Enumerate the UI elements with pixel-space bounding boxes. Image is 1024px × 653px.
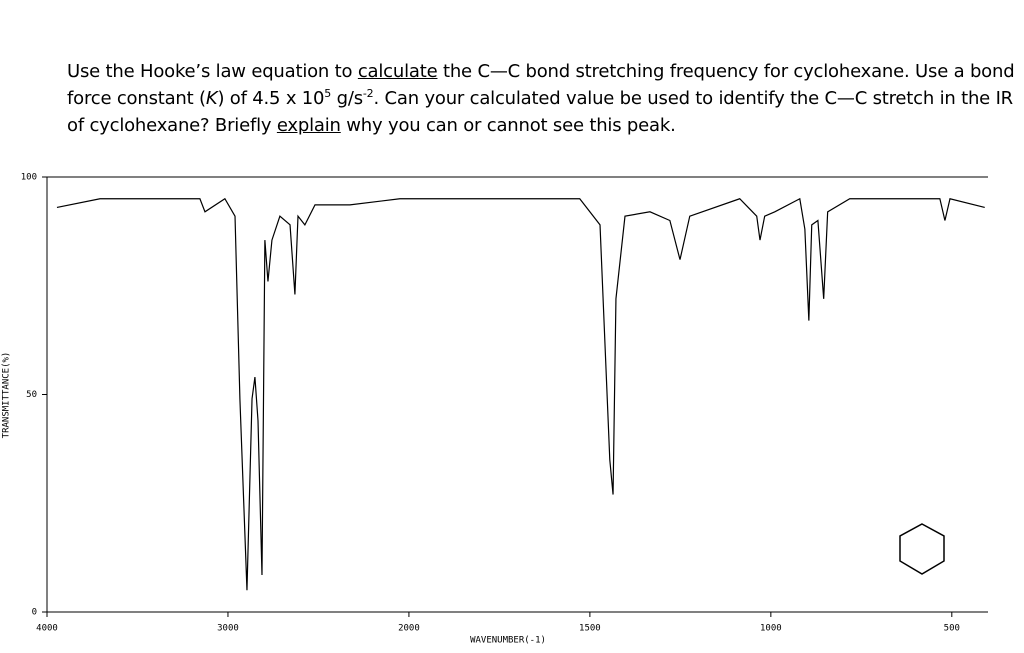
text: -2 (362, 87, 374, 100)
y-tick-label: 100 (21, 173, 37, 183)
x-axis-label: WAVENUMBER(-1) (470, 636, 546, 646)
text: explain (276, 115, 341, 136)
question-text: Use the Hooke’s law equation to calculat… (67, 58, 1017, 139)
x-tick-label: 1500 (579, 624, 601, 634)
x-tick-label: 3000 (217, 624, 239, 634)
text: 5 (324, 87, 332, 100)
text: K (205, 88, 218, 109)
text: ) of 4.5 x 10 (217, 88, 325, 109)
text: . Can your calculated value be used to i… (67, 88, 1013, 136)
cyclohexane-structure (899, 523, 945, 575)
y-tick-label: 50 (26, 390, 37, 400)
x-tick-label: 4000 (36, 624, 58, 634)
x-tick-label: 2000 (398, 624, 420, 634)
text: calculate (357, 61, 438, 82)
x-tick-label: 1000 (760, 624, 782, 634)
y-axis-label: TRANSMITTANCE(%) (2, 352, 12, 439)
spectrum-line (56, 197, 985, 591)
text: g/s (331, 88, 363, 109)
text: the C—C bond stretching frequency for cy… (67, 61, 1015, 109)
text: Use the Hooke’s law equation to (67, 61, 358, 82)
text: why you can or cannot see this peak. (340, 115, 676, 136)
x-tick-label: 500 (944, 624, 960, 634)
y-tick-label: 0 (32, 608, 37, 618)
